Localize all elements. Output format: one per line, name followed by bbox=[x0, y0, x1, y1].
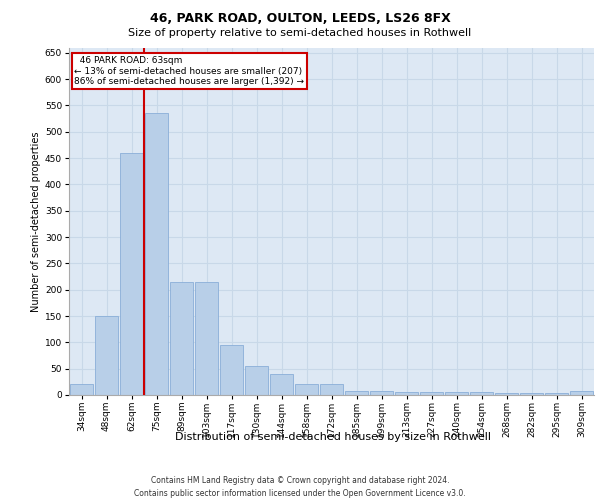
Text: 46 PARK ROAD: 63sqm
← 13% of semi-detached houses are smaller (207)
86% of semi-: 46 PARK ROAD: 63sqm ← 13% of semi-detach… bbox=[74, 56, 304, 86]
Bar bbox=[345, 391, 368, 395]
Bar bbox=[120, 153, 143, 395]
Bar bbox=[470, 392, 493, 395]
Bar bbox=[495, 394, 518, 395]
Bar bbox=[445, 392, 468, 395]
Bar bbox=[245, 366, 268, 395]
Text: Contains HM Land Registry data © Crown copyright and database right 2024.
Contai: Contains HM Land Registry data © Crown c… bbox=[134, 476, 466, 498]
Bar bbox=[95, 316, 118, 395]
Bar bbox=[270, 374, 293, 395]
Bar bbox=[570, 391, 593, 395]
Text: Distribution of semi-detached houses by size in Rothwell: Distribution of semi-detached houses by … bbox=[175, 432, 491, 442]
Text: Size of property relative to semi-detached houses in Rothwell: Size of property relative to semi-detach… bbox=[128, 28, 472, 38]
Bar bbox=[420, 392, 443, 395]
Bar bbox=[220, 345, 243, 395]
Text: 46, PARK ROAD, OULTON, LEEDS, LS26 8FX: 46, PARK ROAD, OULTON, LEEDS, LS26 8FX bbox=[149, 12, 451, 26]
Bar bbox=[295, 384, 318, 395]
Bar bbox=[395, 392, 418, 395]
Bar bbox=[145, 114, 168, 395]
Bar bbox=[320, 384, 343, 395]
Bar bbox=[70, 384, 93, 395]
Bar bbox=[370, 391, 393, 395]
Bar bbox=[170, 282, 193, 395]
Bar bbox=[520, 394, 543, 395]
Bar bbox=[545, 394, 568, 395]
Bar bbox=[195, 282, 218, 395]
Y-axis label: Number of semi-detached properties: Number of semi-detached properties bbox=[31, 131, 41, 312]
